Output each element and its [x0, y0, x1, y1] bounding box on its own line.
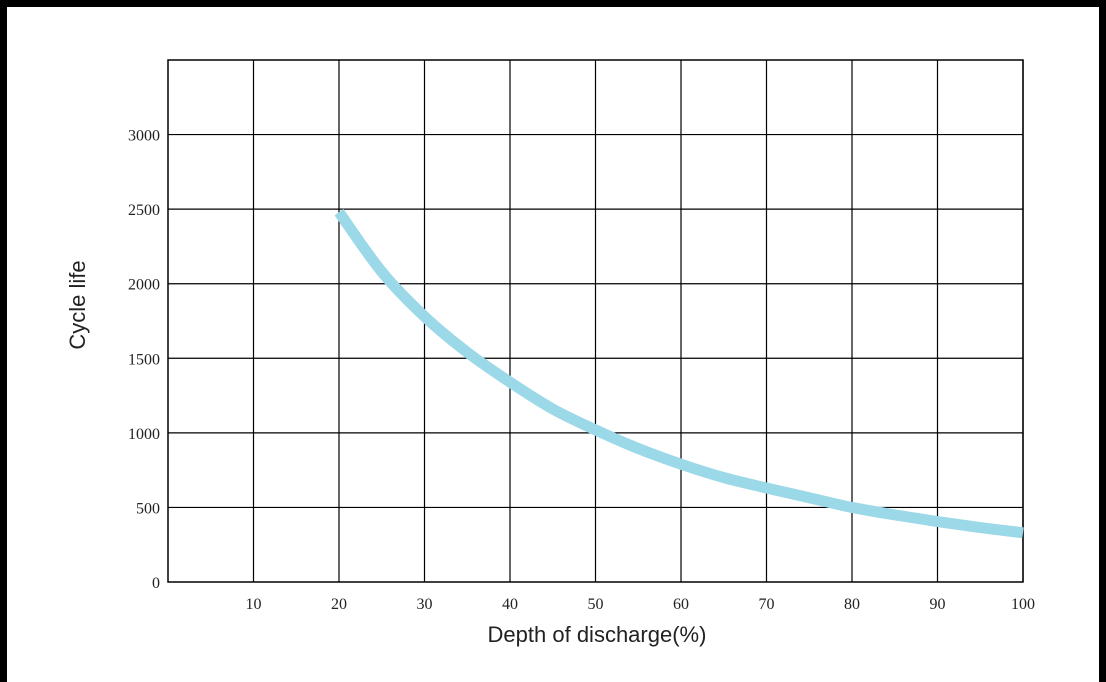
x-tick-label: 70 — [759, 596, 775, 613]
cycle-life-curve — [334, 208, 1024, 539]
y-axis-label: Cycle life — [65, 260, 90, 349]
x-tick-label: 10 — [246, 596, 262, 613]
x-tick-label: 50 — [588, 596, 604, 613]
x-axis-label: Depth of discharge(%) — [488, 622, 707, 647]
curve-layer — [334, 208, 1024, 539]
x-tick-label: 90 — [930, 596, 946, 613]
x-tick-label: 100 — [1011, 596, 1035, 613]
y-tick-label: 0 — [152, 575, 160, 592]
grid — [167, 59, 1024, 583]
y-tick-label: 2500 — [128, 202, 160, 219]
x-tick-label: 20 — [331, 596, 347, 613]
x-tick-label: 60 — [673, 596, 689, 613]
y-tick-label: 500 — [136, 500, 160, 517]
y-tick-label: 3000 — [128, 128, 160, 145]
y-tick-label: 1500 — [128, 351, 160, 368]
x-tick-label: 40 — [502, 596, 518, 613]
y-tick-label: 2000 — [128, 277, 160, 294]
tick-labels: 10 20 30 40 50 60 70 80 90 1000500100015002000250… — [128, 128, 1035, 613]
x-tick-label: 30 — [417, 596, 433, 613]
x-tick-label: 80 — [844, 596, 860, 613]
y-tick-label: 1000 — [128, 426, 160, 443]
